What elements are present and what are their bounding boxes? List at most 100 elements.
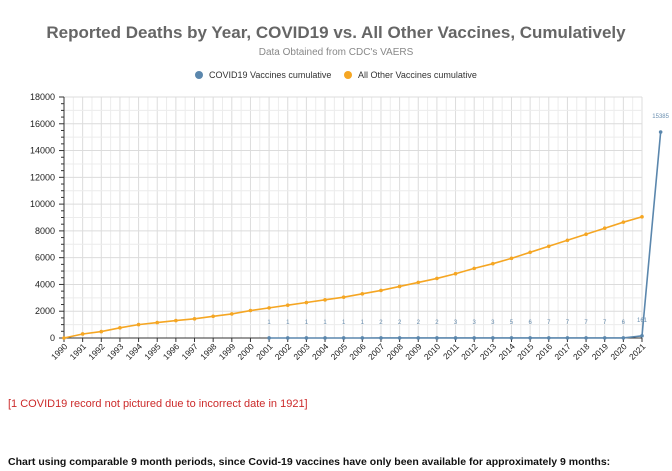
data-point-other[interactable] bbox=[453, 271, 458, 276]
data-point-covid[interactable] bbox=[453, 336, 458, 340]
data-point-other[interactable] bbox=[584, 232, 588, 237]
data-point-other[interactable] bbox=[211, 314, 215, 319]
legend-label-covid[interactable]: COVID19 Vaccines cumulative bbox=[209, 70, 331, 80]
data-label-covid: 2 bbox=[435, 320, 439, 326]
x-tick-label: 2002 bbox=[273, 341, 294, 362]
legend-label-other[interactable]: All Other Vaccines cumulative bbox=[358, 70, 477, 80]
x-tick-label: 2017 bbox=[552, 341, 573, 362]
data-label-covid: 6 bbox=[528, 320, 532, 326]
x-tick-label: 2018 bbox=[571, 341, 592, 362]
data-point-other[interactable] bbox=[379, 288, 383, 293]
data-point-other[interactable] bbox=[155, 320, 160, 325]
data-point-other[interactable] bbox=[640, 215, 644, 219]
x-tick-label: 1991 bbox=[68, 341, 89, 362]
x-tick-label: 2003 bbox=[291, 341, 312, 362]
data-point-covid[interactable] bbox=[416, 336, 421, 340]
legend-marker-covid[interactable] bbox=[195, 71, 203, 79]
x-tick-label: 2020 bbox=[608, 341, 629, 362]
data-point-other[interactable] bbox=[136, 322, 141, 327]
data-point-covid[interactable] bbox=[565, 336, 570, 340]
data-point-other[interactable] bbox=[491, 261, 495, 266]
series-points bbox=[62, 130, 663, 340]
x-tick-label: 2000 bbox=[235, 341, 256, 362]
y-tick-label: 12000 bbox=[30, 172, 55, 182]
data-point-covid[interactable] bbox=[491, 336, 495, 340]
data-point-other[interactable] bbox=[230, 312, 234, 316]
bottom-caption: Chart using comparable 9 month periods, … bbox=[8, 456, 611, 468]
series-lines bbox=[63, 131, 662, 339]
data-point-covid[interactable] bbox=[341, 336, 346, 340]
data-label-covid: 3 bbox=[491, 320, 495, 326]
legend-marker-other[interactable] bbox=[344, 71, 352, 79]
data-point-covid[interactable] bbox=[546, 336, 551, 340]
y-tick-label: 14000 bbox=[30, 146, 55, 156]
chart-panel: Reported Deaths by Year, COVID19 vs. All… bbox=[29, 23, 670, 362]
data-point-covid[interactable] bbox=[379, 336, 383, 340]
data-point-other[interactable] bbox=[528, 250, 532, 255]
series-line-covid bbox=[269, 131, 662, 339]
data-labels: 1 1 1 1 1 1 2 2 2 2 3 3 3 5 6 7 7 7 7 6 161 15385 bbox=[267, 114, 669, 326]
x-tick-label: 2004 bbox=[310, 341, 331, 362]
data-point-other[interactable] bbox=[267, 306, 271, 310]
data-point-other[interactable] bbox=[248, 308, 253, 313]
data-point-covid[interactable] bbox=[267, 336, 271, 340]
data-point-other[interactable] bbox=[509, 256, 514, 261]
data-point-other[interactable] bbox=[416, 280, 421, 285]
data-point-other[interactable] bbox=[546, 244, 551, 249]
x-tick-label: 1990 bbox=[49, 341, 70, 362]
data-point-other[interactable] bbox=[285, 303, 290, 307]
data-point-other[interactable] bbox=[118, 326, 122, 330]
data-label-covid: 1 bbox=[323, 320, 327, 326]
data-point-other[interactable] bbox=[360, 292, 365, 296]
data-label-covid: 3 bbox=[473, 320, 477, 326]
data-point-other[interactable] bbox=[174, 318, 178, 323]
data-point-other[interactable] bbox=[192, 317, 197, 321]
data-point-other[interactable] bbox=[323, 298, 327, 302]
data-point-other[interactable] bbox=[435, 276, 439, 281]
data-point-other[interactable] bbox=[621, 220, 626, 224]
data-point-covid[interactable] bbox=[397, 336, 402, 340]
x-tick-labels: 1990199119921993199419951996199719981999… bbox=[49, 341, 648, 362]
data-point-covid[interactable] bbox=[658, 130, 663, 134]
chart-subtitle: Data Obtained from CDC's VAERS bbox=[259, 47, 414, 58]
data-point-covid[interactable] bbox=[621, 336, 626, 340]
x-tick-label: 1994 bbox=[124, 341, 145, 362]
data-point-other[interactable] bbox=[99, 329, 104, 334]
data-point-other[interactable] bbox=[80, 332, 85, 336]
data-point-covid[interactable] bbox=[472, 336, 476, 340]
data-point-other[interactable] bbox=[304, 300, 309, 305]
data-label-covid: 15385 bbox=[652, 114, 669, 120]
data-point-other[interactable] bbox=[565, 238, 570, 243]
data-point-covid[interactable] bbox=[323, 336, 327, 340]
x-tick-label: 2015 bbox=[515, 341, 536, 362]
y-tick-label: 4000 bbox=[35, 279, 55, 289]
x-tick-label: 2001 bbox=[254, 341, 275, 362]
data-label-covid: 161 bbox=[637, 318, 648, 324]
data-point-covid[interactable] bbox=[360, 336, 365, 340]
data-point-covid[interactable] bbox=[285, 336, 290, 340]
data-label-covid: 6 bbox=[622, 320, 626, 326]
x-tick-label: 2014 bbox=[496, 341, 517, 362]
data-point-covid[interactable] bbox=[528, 336, 532, 340]
data-point-covid[interactable] bbox=[640, 334, 644, 338]
data-point-covid[interactable] bbox=[435, 336, 439, 340]
data-point-covid[interactable] bbox=[602, 336, 607, 340]
x-tick-label: 1998 bbox=[198, 341, 219, 362]
data-point-other[interactable] bbox=[602, 226, 607, 231]
data-point-other[interactable] bbox=[397, 284, 402, 289]
data-point-other[interactable] bbox=[341, 295, 346, 299]
data-point-other[interactable] bbox=[472, 266, 476, 271]
data-point-other[interactable] bbox=[62, 336, 66, 340]
data-point-covid[interactable] bbox=[509, 336, 514, 340]
x-tick-label: 1996 bbox=[161, 341, 182, 362]
data-label-covid: 7 bbox=[547, 320, 551, 326]
x-tick-label: 2016 bbox=[534, 341, 555, 362]
axes bbox=[59, 96, 643, 342]
data-label-covid: 1 bbox=[267, 320, 271, 326]
data-label-covid: 3 bbox=[454, 320, 458, 326]
data-point-covid[interactable] bbox=[304, 336, 309, 340]
chart-title: Reported Deaths by Year, COVID19 vs. All… bbox=[46, 23, 626, 42]
x-tick-label: 2012 bbox=[459, 341, 480, 362]
x-tick-label: 2021 bbox=[627, 341, 648, 362]
data-point-covid[interactable] bbox=[584, 336, 588, 340]
